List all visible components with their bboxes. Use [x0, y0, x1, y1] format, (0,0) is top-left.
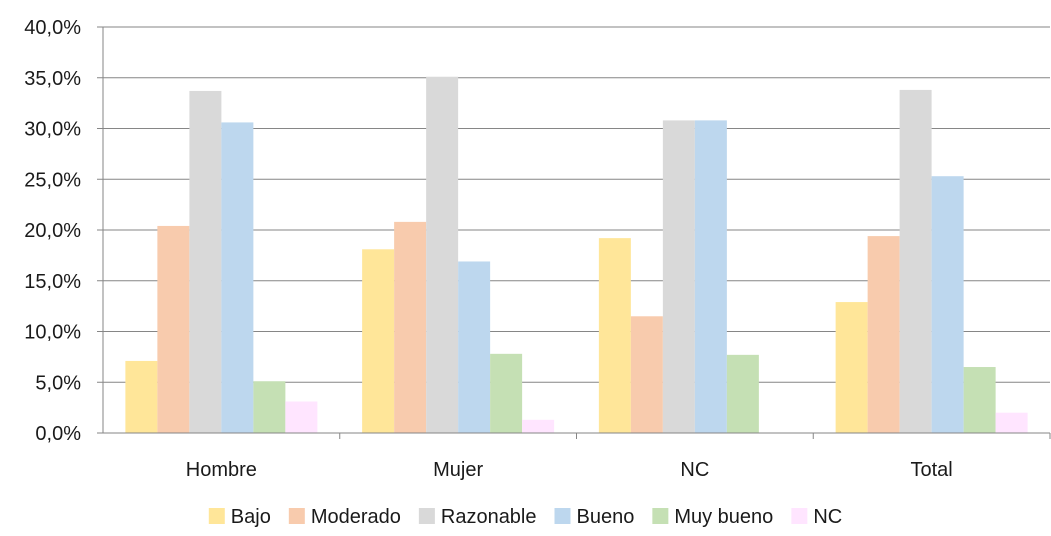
legend-swatch	[652, 508, 669, 524]
y-tick-label: 40,0%	[24, 17, 81, 39]
legend-swatch	[791, 508, 808, 524]
bar-bajo-total	[835, 302, 868, 433]
legend-swatch	[554, 508, 571, 524]
bar-muy-bueno-hombre	[253, 381, 286, 433]
bar-razonable-total	[899, 89, 932, 434]
legend: Bajo Moderado Razonable Bueno Muy bueno NC	[208, 506, 842, 528]
legend-label: Bajo	[231, 506, 271, 528]
y-tick-label: 5,0%	[35, 372, 81, 394]
bar-nc-mujer	[522, 419, 555, 433]
gridlines	[103, 26, 1050, 383]
bar-nc-hombre	[285, 401, 318, 433]
bar-bueno-hombre	[221, 122, 254, 433]
x-category-labels: Hombre Mujer NC Total	[186, 459, 953, 481]
y-tick-label: 35,0%	[24, 68, 81, 90]
bar-bueno-mujer	[458, 261, 491, 433]
bar-muy-bueno-nc	[726, 354, 759, 433]
y-tick-label: 20,0%	[24, 220, 81, 242]
bar-bajo-nc	[598, 238, 631, 433]
bars	[125, 76, 1028, 434]
bar-razonable-nc	[662, 120, 695, 433]
x-category-label: Total	[911, 459, 953, 481]
legend-label: Bueno	[577, 506, 635, 528]
bar-muy-bueno-total	[963, 367, 996, 433]
legend-label: Razonable	[441, 506, 537, 528]
bar-bajo-mujer	[362, 249, 395, 433]
legend-label: Moderado	[311, 506, 401, 528]
x-category-label: Mujer	[433, 459, 483, 481]
y-tick-label: 25,0%	[24, 169, 81, 191]
bar-bajo-hombre	[125, 360, 158, 433]
axes	[97, 26, 1051, 439]
bar-moderado-total	[867, 236, 900, 433]
legend-label: Muy bueno	[674, 506, 773, 528]
legend-label: NC	[813, 506, 842, 528]
bar-bueno-nc	[694, 120, 727, 433]
y-tick-label: 15,0%	[24, 271, 81, 293]
y-tick-label: 30,0%	[24, 119, 81, 141]
y-tick-label: 0,0%	[35, 423, 81, 445]
y-tick-label: 10,0%	[24, 322, 81, 344]
y-tick-labels: 0,0% 5,0% 10,0% 15,0% 20,0% 25,0% 30,0% 35,0% 40…	[24, 17, 81, 445]
legend-swatch	[288, 508, 305, 524]
bar-razonable-hombre	[189, 90, 222, 433]
bar-moderado-mujer	[394, 221, 427, 433]
x-category-label: Hombre	[186, 459, 257, 481]
bar-nc-total	[995, 412, 1028, 433]
legend-swatch	[208, 508, 225, 524]
bar-moderado-nc	[630, 316, 663, 433]
x-category-label: NC	[680, 459, 709, 481]
bar-muy-bueno-mujer	[490, 353, 523, 433]
bar-razonable-mujer	[426, 76, 459, 434]
legend-swatch	[418, 508, 435, 524]
bar-moderado-hombre	[157, 225, 190, 433]
bar-bueno-total	[931, 176, 964, 433]
